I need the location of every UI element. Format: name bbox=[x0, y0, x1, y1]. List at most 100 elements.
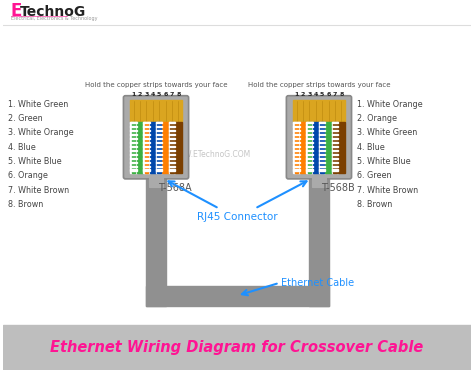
Bar bbox=[130, 142, 137, 143]
Bar bbox=[156, 138, 163, 139]
Bar bbox=[319, 165, 325, 167]
Bar bbox=[169, 122, 175, 173]
Bar bbox=[293, 150, 300, 151]
Bar bbox=[156, 162, 163, 163]
Bar bbox=[145, 122, 148, 173]
Bar bbox=[332, 158, 338, 159]
Text: Electrical, Electronics & Technology: Electrical, Electronics & Technology bbox=[11, 16, 97, 21]
Bar bbox=[306, 162, 312, 163]
Bar bbox=[169, 126, 175, 127]
Text: 4: 4 bbox=[151, 92, 155, 97]
Bar bbox=[332, 126, 338, 127]
Text: 6. Green: 6. Green bbox=[357, 171, 392, 181]
Text: 3. White Green: 3. White Green bbox=[357, 128, 418, 137]
Text: 8. Brown: 8. Brown bbox=[8, 200, 43, 209]
Bar bbox=[306, 150, 312, 151]
Text: 3. White Orange: 3. White Orange bbox=[8, 128, 73, 137]
Bar bbox=[175, 122, 182, 173]
Text: 6: 6 bbox=[164, 92, 168, 97]
Bar bbox=[306, 169, 312, 171]
Bar bbox=[306, 158, 312, 159]
Bar bbox=[130, 100, 182, 121]
Bar bbox=[332, 122, 338, 124]
Bar bbox=[169, 150, 175, 151]
Bar bbox=[156, 126, 163, 127]
Bar bbox=[319, 150, 325, 151]
Text: 8: 8 bbox=[339, 92, 344, 97]
Text: 4. Blue: 4. Blue bbox=[8, 143, 36, 152]
Bar bbox=[312, 175, 326, 187]
Text: 4. Blue: 4. Blue bbox=[357, 143, 385, 152]
Bar bbox=[156, 146, 163, 147]
Bar bbox=[143, 138, 150, 139]
Bar bbox=[169, 142, 175, 143]
Text: 7. White Brown: 7. White Brown bbox=[8, 186, 69, 195]
Text: 1: 1 bbox=[294, 92, 299, 97]
Bar bbox=[319, 122, 325, 173]
Text: 1. White Orange: 1. White Orange bbox=[357, 100, 423, 109]
FancyBboxPatch shape bbox=[286, 96, 352, 179]
Bar bbox=[149, 175, 163, 187]
Bar bbox=[169, 158, 175, 159]
Bar bbox=[156, 142, 163, 143]
Bar bbox=[143, 122, 150, 124]
Bar bbox=[319, 126, 325, 127]
Bar bbox=[338, 122, 345, 173]
Bar bbox=[156, 122, 163, 124]
Bar bbox=[306, 138, 312, 139]
Text: 6. Orange: 6. Orange bbox=[8, 171, 48, 181]
Bar bbox=[293, 146, 300, 147]
Bar bbox=[293, 169, 300, 171]
Text: 2: 2 bbox=[138, 92, 142, 97]
Bar bbox=[143, 122, 150, 173]
Bar bbox=[3, 326, 471, 370]
Bar bbox=[306, 142, 312, 143]
Text: 8. Brown: 8. Brown bbox=[357, 200, 393, 209]
Bar bbox=[143, 126, 150, 127]
Bar bbox=[146, 177, 166, 306]
Text: 2: 2 bbox=[301, 92, 305, 97]
Bar bbox=[150, 122, 156, 173]
Bar bbox=[308, 122, 311, 173]
Bar bbox=[130, 138, 137, 139]
Bar bbox=[319, 162, 325, 163]
Bar bbox=[169, 138, 175, 139]
Bar bbox=[169, 169, 175, 171]
Bar bbox=[130, 169, 137, 171]
Bar bbox=[293, 126, 300, 127]
Bar bbox=[169, 165, 175, 167]
Bar bbox=[156, 169, 163, 171]
Bar bbox=[130, 154, 137, 155]
Bar bbox=[319, 158, 325, 159]
Bar bbox=[293, 134, 300, 135]
Bar bbox=[143, 158, 150, 159]
Text: Hold the copper strips towards your face: Hold the copper strips towards your face bbox=[85, 82, 227, 88]
Bar bbox=[306, 130, 312, 131]
Bar bbox=[293, 158, 300, 159]
Bar bbox=[130, 122, 137, 173]
Bar bbox=[169, 122, 175, 124]
Bar bbox=[143, 165, 150, 167]
Text: 5. White Blue: 5. White Blue bbox=[357, 157, 411, 166]
Bar bbox=[312, 122, 319, 173]
Bar bbox=[332, 142, 338, 143]
Bar bbox=[169, 154, 175, 155]
Text: 1. White Green: 1. White Green bbox=[8, 100, 68, 109]
Bar bbox=[130, 122, 137, 124]
Bar bbox=[143, 134, 150, 135]
Bar bbox=[325, 122, 332, 173]
Bar bbox=[332, 162, 338, 163]
Bar bbox=[130, 158, 137, 159]
Bar bbox=[170, 122, 174, 173]
Bar bbox=[300, 122, 306, 173]
Bar bbox=[157, 122, 161, 173]
Bar bbox=[293, 100, 345, 121]
Text: 7: 7 bbox=[333, 92, 337, 97]
Bar bbox=[306, 122, 312, 173]
Text: 2. Orange: 2. Orange bbox=[357, 114, 398, 123]
Bar bbox=[169, 130, 175, 131]
Bar bbox=[293, 122, 300, 124]
Text: 7: 7 bbox=[170, 92, 174, 97]
Text: 4: 4 bbox=[314, 92, 318, 97]
Bar bbox=[143, 150, 150, 151]
